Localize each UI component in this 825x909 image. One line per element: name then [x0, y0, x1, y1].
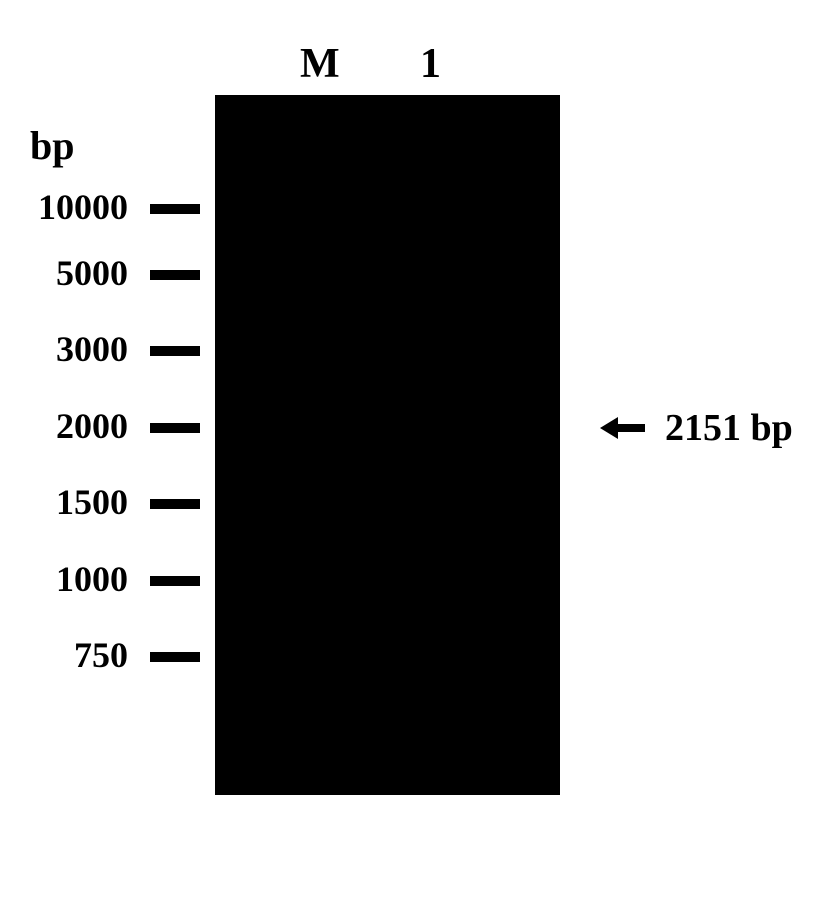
ladder-tick-5000	[150, 270, 200, 280]
ladder-label-1000: 1000	[28, 558, 128, 600]
ladder-tick-10000	[150, 204, 200, 214]
ladder-tick-1000	[150, 576, 200, 586]
band-arrow-icon	[600, 417, 618, 439]
ladder-tick-2000	[150, 423, 200, 433]
ladder-label-750: 750	[48, 634, 128, 676]
ladder-tick-750	[150, 652, 200, 662]
band-size-label: 2151 bp	[665, 406, 793, 450]
ladder-tick-3000	[150, 346, 200, 356]
gel-image	[215, 95, 560, 795]
ladder-label-5000: 5000	[28, 252, 128, 294]
ladder-label-10000: 10000	[8, 186, 128, 228]
ladder-label-3000: 3000	[28, 328, 128, 370]
band-arrow-shaft	[618, 424, 645, 432]
axis-label-bp: bp	[30, 122, 75, 169]
gel-figure: M 1 bp 10000 5000 3000 2000 1500 1000 75…	[0, 0, 825, 909]
lane-label-marker: M	[300, 40, 340, 88]
ladder-tick-1500	[150, 499, 200, 509]
ladder-label-1500: 1500	[28, 481, 128, 523]
lane-label-1: 1	[420, 40, 441, 88]
ladder-label-2000: 2000	[28, 405, 128, 447]
